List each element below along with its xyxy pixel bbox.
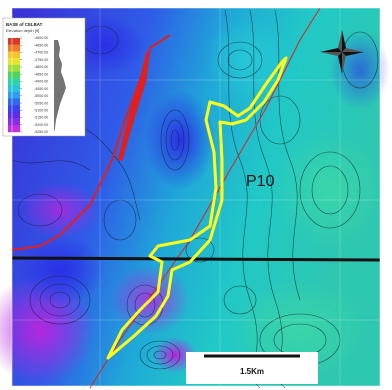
legend-swatch <box>8 78 20 85</box>
legend-tick-label: -4600.00 <box>34 36 48 40</box>
legend-swatch <box>8 112 20 119</box>
legend-swatch <box>8 45 20 52</box>
legend-tick-label: -5050.00 <box>34 101 48 105</box>
legend-swatch <box>8 72 20 79</box>
legend-swatch <box>8 65 20 72</box>
region-label: P10 <box>246 173 275 190</box>
legend-swatch <box>8 98 20 105</box>
legend-tick-label: -4800.00 <box>34 65 48 69</box>
legend-swatch <box>8 119 20 126</box>
legend-tick-label: -4700.00 <box>34 51 48 55</box>
legend-swatch <box>8 125 20 132</box>
legend-color-bar <box>8 38 20 132</box>
scale-label: 1.5Km <box>240 367 264 376</box>
legend-tick-label: -5250.00 <box>34 130 48 134</box>
legend-tick-label: -5000.00 <box>34 94 48 98</box>
legend-tick-label: -5200.00 <box>34 123 48 127</box>
scale-bar: 1.5Km <box>186 352 318 384</box>
legend-swatch <box>8 38 20 45</box>
legend-subtitle: Elevation depth [ft] <box>6 28 39 33</box>
legend-swatch <box>8 58 20 65</box>
legend-tick-label: -5150.00 <box>34 116 48 120</box>
legend-swatch <box>8 51 20 58</box>
legend-swatch <box>8 105 20 112</box>
legend-tick-label: -4950.00 <box>34 87 48 91</box>
legend: BASE of CELBAT Elevation depth [ft] -460… <box>3 18 85 136</box>
legend-tick-label: -4650.00 <box>34 43 48 47</box>
legend-swatch <box>8 92 20 99</box>
section-line <box>12 258 380 260</box>
legend-tick-label: -4850.00 <box>34 72 48 76</box>
legend-tick-label: -4900.00 <box>34 80 48 84</box>
legend-title: BASE of CELBAT <box>6 22 43 27</box>
legend-tick-label: -5100.00 <box>34 109 48 113</box>
legend-tick-label: -4750.00 <box>34 58 48 62</box>
legend-swatch <box>8 85 20 92</box>
